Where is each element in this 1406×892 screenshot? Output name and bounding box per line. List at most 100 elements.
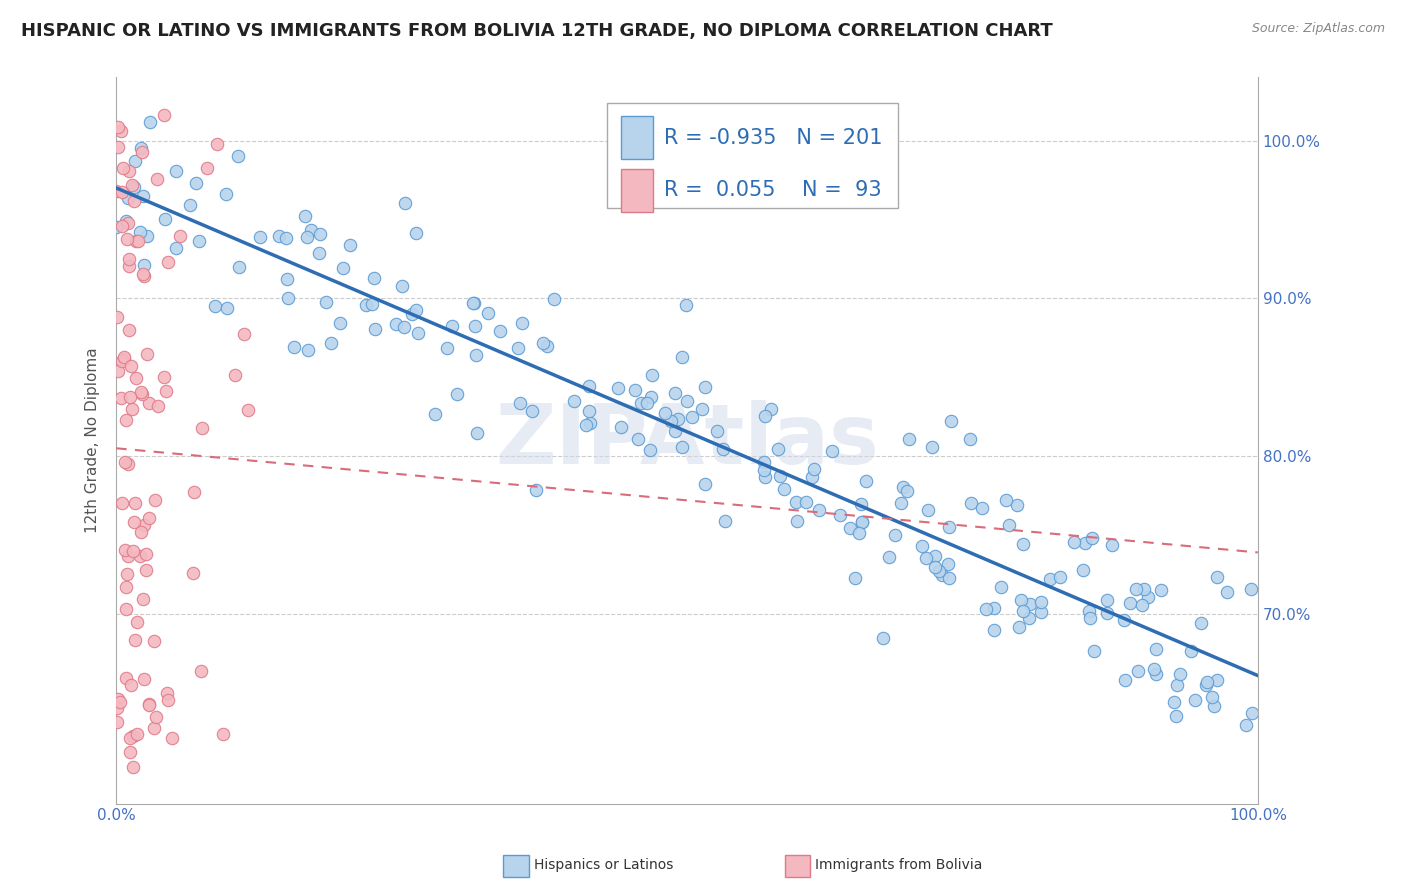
Point bbox=[233, 327, 256, 342]
Point bbox=[121, 178, 143, 193]
Point bbox=[339, 237, 361, 252]
Point bbox=[138, 511, 160, 525]
Point bbox=[114, 455, 136, 469]
Point bbox=[360, 297, 382, 311]
Point bbox=[785, 495, 807, 509]
Point bbox=[249, 230, 271, 244]
Point bbox=[509, 396, 531, 410]
Point bbox=[423, 407, 446, 421]
Point bbox=[125, 234, 148, 248]
Point bbox=[1216, 585, 1239, 599]
Point bbox=[1012, 537, 1035, 551]
Point bbox=[169, 229, 191, 244]
Point bbox=[269, 228, 291, 243]
Point bbox=[124, 154, 146, 169]
Point bbox=[135, 563, 157, 577]
Point bbox=[115, 671, 138, 685]
Point bbox=[118, 260, 141, 274]
Point bbox=[664, 386, 686, 401]
Point bbox=[1114, 673, 1136, 687]
Point bbox=[676, 394, 699, 409]
Point bbox=[1206, 673, 1229, 688]
Point bbox=[754, 470, 776, 484]
Point bbox=[132, 268, 155, 283]
Point bbox=[107, 120, 129, 134]
Point bbox=[1010, 593, 1032, 607]
Point bbox=[1168, 666, 1191, 681]
Point bbox=[115, 214, 138, 228]
Point bbox=[405, 303, 427, 318]
Point bbox=[1166, 677, 1188, 691]
Point bbox=[332, 260, 354, 275]
Point bbox=[1008, 620, 1031, 634]
Point bbox=[364, 322, 387, 336]
Point bbox=[610, 420, 633, 434]
Point bbox=[294, 209, 316, 223]
Point bbox=[165, 164, 187, 178]
Point bbox=[463, 296, 485, 310]
Point bbox=[630, 396, 652, 410]
Point bbox=[1130, 598, 1153, 612]
Point bbox=[849, 497, 872, 511]
Point bbox=[155, 384, 177, 398]
Point bbox=[129, 141, 152, 155]
Point bbox=[1234, 718, 1257, 732]
Text: R =  0.055    N =  93: R = 0.055 N = 93 bbox=[664, 180, 882, 201]
Text: Source: ZipAtlas.com: Source: ZipAtlas.com bbox=[1251, 22, 1385, 36]
Point bbox=[711, 442, 734, 456]
Point bbox=[114, 580, 136, 594]
Point bbox=[1206, 569, 1229, 583]
Point bbox=[941, 414, 963, 428]
Text: HISPANIC OR LATINO VS IMMIGRANTS FROM BOLIVIA 12TH GRADE, NO DIPLOMA CORRELATION: HISPANIC OR LATINO VS IMMIGRANTS FROM BO… bbox=[21, 22, 1053, 40]
Point bbox=[132, 189, 155, 203]
Point bbox=[897, 432, 920, 446]
Point bbox=[125, 371, 148, 385]
Point bbox=[441, 319, 464, 334]
Point bbox=[641, 368, 664, 382]
Point bbox=[463, 295, 485, 310]
Point bbox=[706, 425, 728, 439]
Point bbox=[1080, 531, 1102, 545]
Point bbox=[190, 664, 212, 678]
Point bbox=[1049, 570, 1071, 584]
Point bbox=[146, 399, 169, 413]
Point bbox=[877, 549, 900, 564]
Point bbox=[107, 364, 129, 378]
Point bbox=[105, 219, 128, 234]
Point bbox=[1018, 611, 1040, 625]
Point bbox=[1039, 572, 1062, 586]
Point bbox=[851, 516, 873, 530]
Point bbox=[1144, 642, 1167, 657]
Point bbox=[896, 484, 918, 499]
Point bbox=[562, 394, 585, 409]
Point bbox=[543, 292, 565, 306]
Point bbox=[329, 316, 352, 330]
Point bbox=[995, 493, 1018, 508]
Point bbox=[1012, 605, 1035, 619]
Point bbox=[115, 413, 138, 427]
Point bbox=[153, 212, 176, 227]
Point bbox=[276, 231, 298, 245]
Point bbox=[695, 380, 717, 394]
Point bbox=[125, 615, 148, 629]
Point bbox=[125, 727, 148, 741]
Point bbox=[135, 548, 157, 562]
Point bbox=[664, 424, 686, 438]
Point bbox=[623, 383, 645, 397]
Point bbox=[111, 495, 134, 509]
Point bbox=[112, 161, 135, 176]
Point bbox=[766, 442, 789, 457]
Point bbox=[931, 568, 953, 582]
Point bbox=[915, 551, 938, 566]
Point bbox=[319, 336, 342, 351]
Point bbox=[1007, 498, 1029, 512]
Point bbox=[1095, 593, 1118, 607]
Point bbox=[884, 528, 907, 542]
Point bbox=[1201, 690, 1223, 704]
Point bbox=[1150, 583, 1173, 598]
Point bbox=[212, 727, 235, 741]
Point bbox=[190, 421, 212, 435]
Point bbox=[115, 566, 138, 581]
Point bbox=[522, 403, 544, 417]
Point bbox=[117, 457, 139, 471]
